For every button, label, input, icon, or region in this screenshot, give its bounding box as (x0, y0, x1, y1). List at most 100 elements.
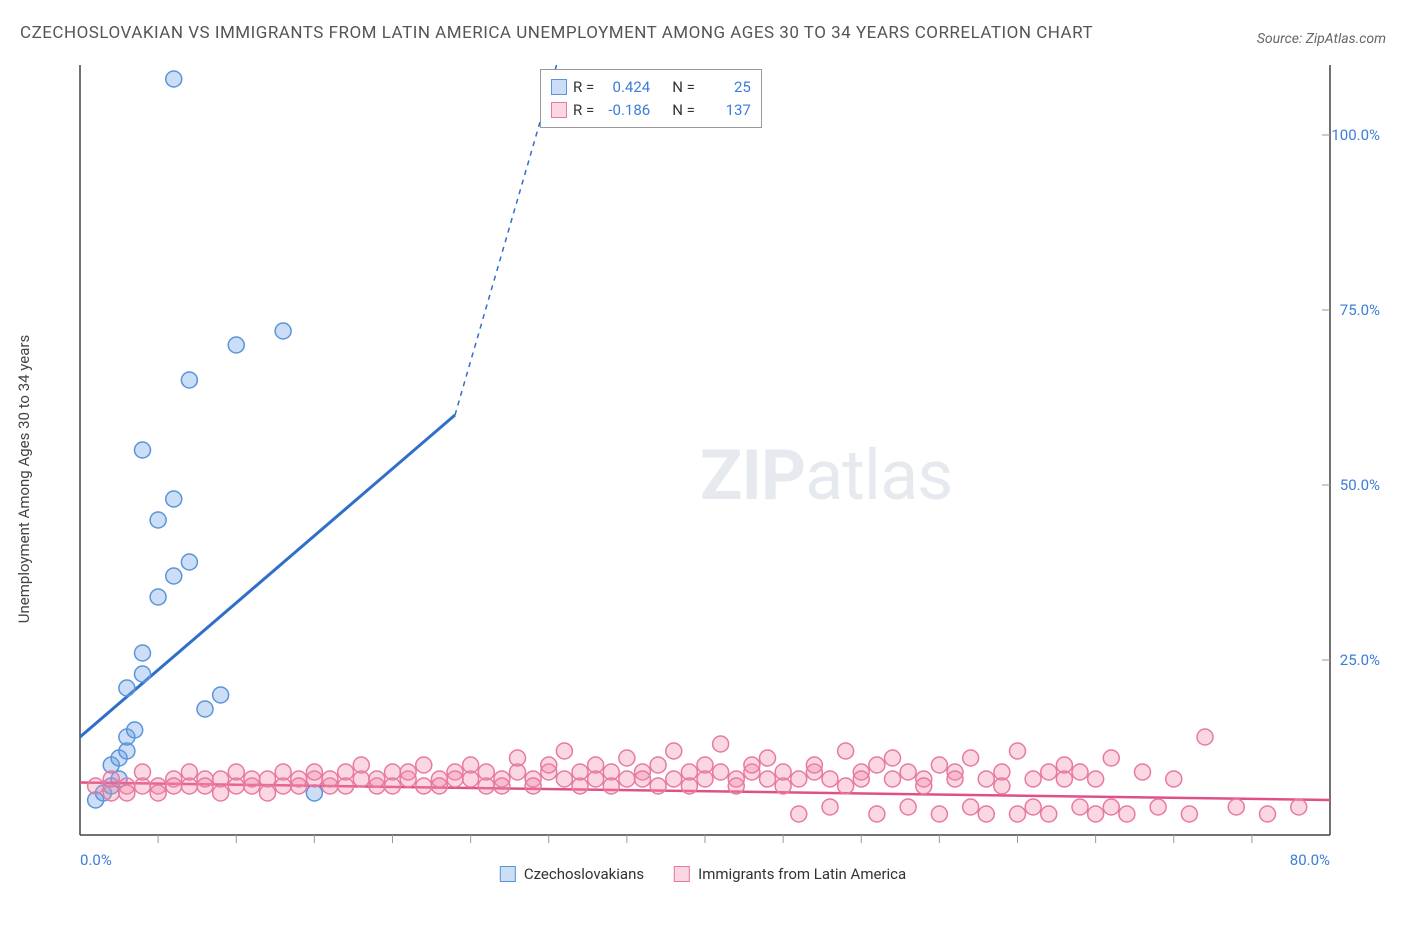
data-point (135, 442, 151, 458)
data-point (697, 771, 713, 787)
data-point (166, 491, 182, 507)
data-point (994, 778, 1010, 794)
data-point (963, 750, 979, 766)
data-point (900, 764, 916, 780)
data-point (416, 757, 432, 773)
data-point (1135, 764, 1151, 780)
svg-text:0.0%: 0.0% (80, 851, 112, 869)
data-point (1181, 806, 1197, 822)
data-point (963, 799, 979, 815)
data-point (619, 771, 635, 787)
data-point (244, 778, 260, 794)
data-point (431, 778, 447, 794)
data-point (119, 680, 135, 696)
data-point (588, 757, 604, 773)
data-point (119, 785, 135, 801)
data-point (635, 771, 651, 787)
data-point (650, 757, 666, 773)
data-point (213, 785, 229, 801)
data-point (181, 372, 197, 388)
data-point (713, 764, 729, 780)
data-point (760, 771, 776, 787)
data-point (806, 757, 822, 773)
data-point (619, 750, 635, 766)
chart-title: CZECHOSLOVAKIAN VS IMMIGRANTS FROM LATIN… (20, 20, 1093, 47)
data-point (885, 750, 901, 766)
data-point (775, 764, 791, 780)
data-point (1041, 806, 1057, 822)
data-point (88, 778, 104, 794)
data-point (822, 799, 838, 815)
data-point (681, 778, 697, 794)
data-point (525, 778, 541, 794)
data-point (1197, 729, 1213, 745)
data-point (197, 778, 213, 794)
data-point (1088, 771, 1104, 787)
data-point (275, 764, 291, 780)
source-label: Source: ZipAtlas.com (1257, 31, 1386, 47)
data-point (556, 743, 572, 759)
data-point (947, 771, 963, 787)
data-point (1025, 771, 1041, 787)
svg-text:25.0%: 25.0% (1340, 651, 1380, 669)
data-point (744, 757, 760, 773)
data-point (1260, 806, 1276, 822)
data-point (463, 757, 479, 773)
data-point (275, 323, 291, 339)
data-point (494, 778, 510, 794)
data-point (197, 701, 213, 717)
y-axis-label: Unemployment Among Ages 30 to 34 years (15, 335, 33, 623)
data-point (353, 757, 369, 773)
data-point (400, 764, 416, 780)
data-point (853, 771, 869, 787)
data-point (228, 764, 244, 780)
data-point (1025, 799, 1041, 815)
data-point (385, 778, 401, 794)
data-point (306, 764, 322, 780)
data-point (931, 757, 947, 773)
data-point (541, 757, 557, 773)
data-point (1150, 799, 1166, 815)
data-point (260, 785, 276, 801)
data-point (1291, 799, 1307, 815)
data-point (150, 512, 166, 528)
data-point (1228, 799, 1244, 815)
stats-legend: R =0.424N =25R =-0.186N =137 (540, 69, 762, 128)
data-point (666, 771, 682, 787)
data-point (838, 743, 854, 759)
data-point (447, 771, 463, 787)
data-point (885, 771, 901, 787)
data-point (1041, 764, 1057, 780)
data-point (1088, 806, 1104, 822)
data-point (135, 645, 151, 661)
data-point (1103, 799, 1119, 815)
chart-container: Unemployment Among Ages 30 to 34 years 0… (20, 55, 1386, 885)
data-point (916, 778, 932, 794)
data-point (666, 743, 682, 759)
data-point (213, 687, 229, 703)
data-point (478, 764, 494, 780)
data-point (838, 778, 854, 794)
data-point (127, 722, 143, 738)
data-point (603, 778, 619, 794)
legend-item: Czechoslovakians (500, 865, 644, 883)
data-point (900, 799, 916, 815)
data-point (1056, 757, 1072, 773)
data-point (181, 554, 197, 570)
data-point (369, 771, 385, 787)
data-point (1119, 806, 1135, 822)
data-point (510, 750, 526, 766)
data-point (338, 778, 354, 794)
data-point (228, 337, 244, 353)
svg-text:80.0%: 80.0% (1290, 851, 1330, 869)
legend-item: Immigrants from Latin America (674, 865, 906, 883)
data-point (572, 764, 588, 780)
data-point (166, 778, 182, 794)
data-point (791, 806, 807, 822)
svg-text:50.0%: 50.0% (1340, 476, 1380, 494)
data-point (103, 771, 119, 787)
data-point (869, 806, 885, 822)
data-point (166, 71, 182, 87)
data-point (650, 778, 666, 794)
data-point (181, 764, 197, 780)
